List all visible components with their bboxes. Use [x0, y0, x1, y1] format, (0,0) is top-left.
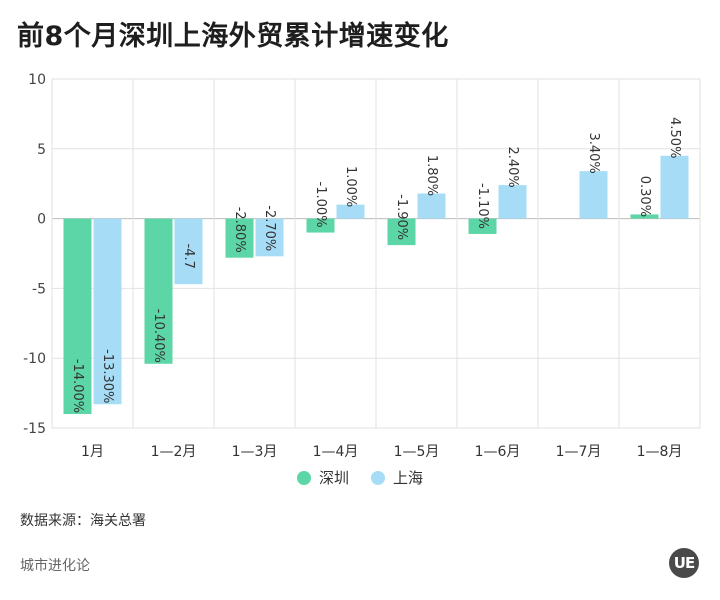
data-label-shenzhen: -2.80%: [232, 207, 247, 253]
data-label-shanghai: 1.00%: [343, 166, 358, 207]
bar-shenzhen: [387, 218, 416, 246]
y-tick-label: 0: [37, 212, 46, 228]
y-tick-label: 5: [37, 142, 46, 158]
legend-swatch-shanghai: [371, 470, 385, 485]
x-tick-label: 1—2月: [151, 444, 197, 460]
legend-item-shenzhen: 深圳: [296, 467, 349, 488]
data-label-shanghai: 3.40%: [586, 132, 601, 173]
bar-shenzhen: [63, 218, 92, 415]
brand-logo: UE: [669, 548, 699, 578]
legend: 深圳 上海: [0, 467, 720, 488]
bar-shanghai: [579, 171, 608, 219]
bar-shanghai: [336, 204, 365, 219]
data-label-shenzhen: -1.90%: [394, 194, 409, 240]
data-label-shenzhen: -14.00%: [70, 359, 85, 413]
x-tick-label: 1—7月: [556, 444, 602, 460]
chart-title: 前8个月深圳上海外贸累计增速变化: [17, 21, 449, 52]
data-label-shanghai: -2.70%: [262, 205, 277, 251]
legend-label-shanghai: 上海: [393, 469, 424, 487]
brand-name: 城市进化论: [20, 558, 90, 574]
data-label-shanghai: 4.50%: [667, 117, 682, 158]
x-tick-label: 1—6月: [475, 444, 521, 460]
x-tick-label: 1—8月: [637, 444, 683, 460]
legend-label-shenzhen: 深圳: [318, 469, 349, 487]
bar-shanghai: [174, 218, 203, 285]
x-tick-label: 1—5月: [394, 444, 440, 460]
bar-shanghai: [660, 155, 689, 219]
data-label-shenzhen: -1.00%: [313, 182, 328, 228]
bar-shanghai: [93, 218, 122, 405]
bar-shanghai: [498, 185, 527, 219]
data-label-shenzhen: -10.40%: [151, 309, 166, 363]
bar-shenzhen: [630, 214, 659, 219]
y-tick-label: -15: [23, 421, 46, 437]
data-label-shanghai: 2.40%: [505, 146, 520, 187]
y-tick-label: -5: [32, 281, 46, 297]
bar-shanghai: [255, 218, 284, 257]
bar-shenzhen: [468, 218, 497, 234]
y-tick-label: -10: [23, 351, 46, 367]
bar-shenzhen: [306, 218, 335, 233]
bar-shenzhen: [225, 218, 254, 258]
x-tick-label: 1—3月: [232, 444, 278, 460]
x-tick-label: 1—4月: [313, 444, 359, 460]
legend-swatch-shenzhen: [296, 470, 311, 485]
x-tick-label: 1月: [81, 444, 104, 460]
data-label-shanghai: -13.30%: [100, 349, 115, 403]
data-label-shenzhen: 0.30%: [637, 176, 652, 217]
bar-shanghai: [417, 193, 446, 219]
data-label-shenzhen: -1.10%: [475, 183, 490, 229]
legend-item-shanghai: 上海: [371, 467, 423, 488]
y-tick-label: 10: [28, 72, 46, 88]
data-label-shanghai: 1.80%: [424, 155, 439, 196]
bar-shenzhen: [144, 218, 173, 364]
data-source: 数据来源：海关总署: [20, 513, 146, 529]
data-label-shanghai: -4.7: [181, 244, 196, 269]
